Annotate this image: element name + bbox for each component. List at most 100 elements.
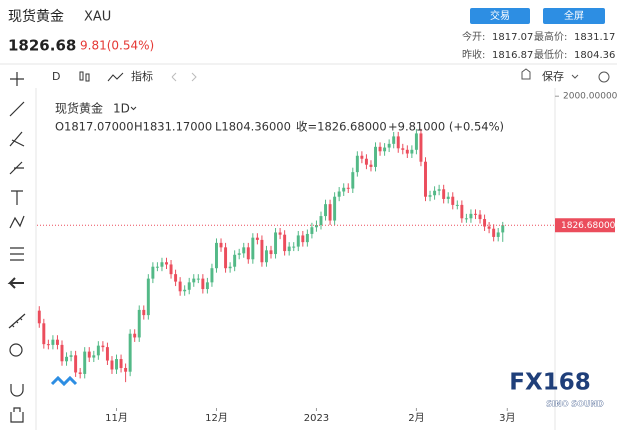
line-tool[interactable] [9,101,25,117]
x-tick-label: 2023 [304,413,329,424]
magnet-tool[interactable] [10,384,24,397]
price: 1826.68 [8,37,76,55]
watermark-brand: FX168 [509,370,590,396]
candle-body [219,242,223,248]
candle-body [496,232,500,237]
legend-low: L1804.36000 [215,120,291,134]
trade-button[interactable] [470,8,530,24]
candle-body [383,147,387,152]
pattern-tool[interactable] [9,215,25,229]
legend-close: 收=1826.68000 [296,120,387,134]
indicator-icon[interactable] [107,72,124,82]
candle-body [233,254,237,267]
candle-body [355,155,359,173]
candle-body [333,196,337,221]
brush-tool[interactable] [9,161,24,175]
candle-body [474,213,477,215]
plot: 2000.00000 11月 12月 2023 2月 3月 1826.68000 [37,92,617,424]
candle-body [215,242,218,269]
candle-body [187,282,191,290]
candle-body [324,204,328,217]
settings-icon[interactable] [598,71,610,83]
candle-body [146,278,150,316]
candle-body [237,253,241,255]
candle-body [151,266,155,279]
candle-body [224,247,228,269]
symbol: XAU [84,10,111,25]
interval[interactable]: D [52,70,60,83]
save-arrow[interactable] [571,74,579,79]
candle-body [192,278,196,283]
candle-body [378,146,382,152]
legend-arrow[interactable] [130,106,137,111]
candle-body [242,247,246,254]
prediction-tool[interactable] [10,247,24,261]
candle-body [401,148,405,150]
candle-body [446,196,450,199]
candle-body [351,172,355,189]
crosshair-tool[interactable] [10,72,24,86]
candle-body [46,344,50,346]
candle-body [405,149,409,154]
candle-body [105,347,109,361]
legend-name: 现货黄金 [55,101,103,116]
change: 9.81(0.54%) [80,39,154,53]
candle-body [396,136,400,149]
candle-body [314,225,318,228]
candle-body [287,246,291,252]
fib-tool[interactable] [9,131,25,147]
candle-body [42,323,46,345]
save[interactable]: 保存 [542,69,564,83]
zoom-tool[interactable] [9,343,23,357]
undo-redo[interactable] [171,72,197,82]
cloud-icon[interactable] [521,68,531,80]
trade-label[interactable]: 交易 [490,9,510,22]
candle-body [83,351,87,374]
back-tool[interactable] [7,277,24,289]
candle-body [101,345,105,348]
stat-value: 1831.17 [574,32,615,43]
stat-value: 1804.36 [574,50,615,61]
candle-body [246,247,250,260]
lock-tool[interactable] [10,407,24,423]
fullscreen-button[interactable] [543,8,605,24]
candle-body [169,264,173,275]
candle-body [51,339,55,345]
candle-body [283,234,287,252]
ruler-tool[interactable] [8,313,26,329]
watermark-sub: SINO SOUND [546,400,604,409]
stat-label: 最低价: [534,48,567,61]
logo [50,375,78,387]
candle-body [255,237,259,240]
last-price-label: 1826.68000 [561,221,616,231]
candle-body [178,281,182,292]
candle-body [364,158,368,165]
title: 现货黄金 [8,8,64,25]
y-tick-label: 2000.00000 [563,92,617,102]
candle-body [69,355,73,357]
candle-body [74,355,78,373]
candle-body [369,164,373,167]
candle-body [78,372,82,374]
last-price-tag [555,218,615,233]
candle-body [165,262,168,265]
candle-body [124,367,128,372]
candle-body [228,266,232,269]
stat-label: 昨收: [462,48,485,61]
stat-label: 今开: [462,30,485,43]
candle-body [342,187,346,192]
stat-value: 1817.07 [492,32,533,43]
candle-body [301,235,305,243]
text-tool[interactable] [11,190,23,205]
fullscreen-label[interactable]: 全屏 [564,9,584,22]
candle-body [310,227,314,234]
candle-body [110,360,114,370]
candle-body [492,228,496,237]
candle-body [460,204,464,219]
indicators[interactable]: 指标 [131,69,153,83]
candle-icon[interactable] [79,71,90,82]
stat-label: 最高价: [534,30,567,43]
legend-change: +9.81000 (+0.54%) [388,120,504,134]
